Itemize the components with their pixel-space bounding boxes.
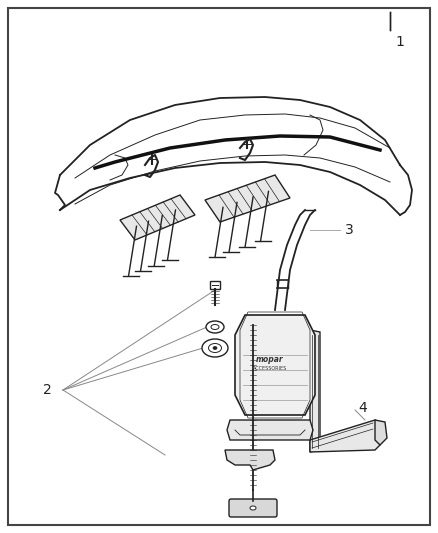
Text: 4: 4 <box>358 401 367 415</box>
Text: 1: 1 <box>395 35 404 49</box>
FancyBboxPatch shape <box>229 499 277 517</box>
Ellipse shape <box>213 346 217 350</box>
Polygon shape <box>227 420 313 440</box>
Polygon shape <box>205 175 290 222</box>
Ellipse shape <box>208 343 222 352</box>
Text: mopar: mopar <box>256 356 284 365</box>
Text: ACCESSORIES: ACCESSORIES <box>253 366 287 370</box>
Text: 2: 2 <box>43 383 52 397</box>
Polygon shape <box>310 420 380 452</box>
Bar <box>210 281 220 289</box>
Polygon shape <box>225 450 275 470</box>
Text: 3: 3 <box>345 223 354 237</box>
Ellipse shape <box>206 321 224 333</box>
Ellipse shape <box>211 325 219 329</box>
Ellipse shape <box>202 339 228 357</box>
Ellipse shape <box>250 506 256 510</box>
Polygon shape <box>310 330 320 452</box>
Polygon shape <box>235 315 315 415</box>
Polygon shape <box>375 420 387 445</box>
Polygon shape <box>120 195 195 240</box>
